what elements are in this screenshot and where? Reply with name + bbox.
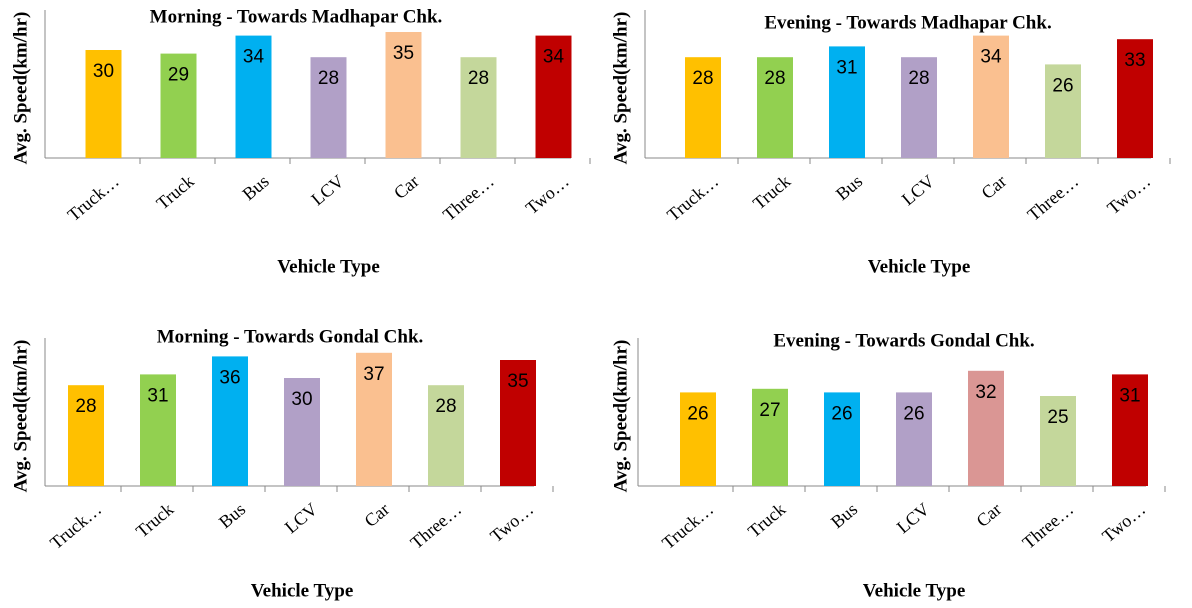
bar [1040,396,1076,486]
bar [752,388,788,486]
x-tick-label: LCV [893,499,933,537]
data-label: 34 [243,47,265,68]
data-label: 26 [831,403,852,424]
x-tick-label: Three… [439,171,498,225]
bar [428,385,464,486]
x-tick-label: LCV [898,171,938,209]
x-tick-label: Truck… [663,171,722,225]
bar [310,57,347,159]
bar [160,53,197,158]
x-tick-label: Car [972,499,1005,531]
data-label: 36 [219,367,240,388]
x-axis-label: Vehicle Type [863,580,966,601]
x-tick-label: Truck [749,171,794,214]
bar [356,352,392,486]
y-axis-label: Avg. Speed(km/hr) [10,340,31,493]
data-label: 31 [1119,385,1140,406]
chart-title: Morning - Towards Gondal Chk. [157,326,424,347]
x-tick-label: Two… [1098,499,1149,546]
x-tick-label: Truck [152,171,197,214]
data-label: 33 [1124,50,1145,71]
data-label: 30 [93,61,114,82]
x-tick-label: Three… [1018,499,1077,553]
data-label: 34 [543,47,565,68]
bar [824,392,860,486]
x-tick-label: Car [977,171,1010,203]
data-label: 31 [836,57,857,78]
bar [896,392,932,486]
x-tick-label: Truck [132,499,177,542]
bar [212,356,248,486]
bar [757,57,793,159]
bar [829,46,865,158]
bar [973,35,1009,158]
data-label: 28 [908,68,929,89]
bar [284,378,320,486]
data-label: 26 [687,403,708,424]
bar [680,392,716,486]
x-tick-label: Car [360,499,393,531]
data-label: 32 [975,382,996,403]
x-tick-label: Two… [1103,171,1154,218]
data-label: 30 [291,389,312,410]
data-label: 25 [1047,407,1068,428]
data-label: 31 [147,385,168,406]
x-tick-label: Truck… [46,499,105,553]
x-tick-label: Bus [832,171,866,204]
data-label: 27 [759,400,780,421]
data-label: 28 [692,68,713,89]
bar [685,57,721,159]
x-tick-label: Two… [486,499,537,546]
x-tick-label: Bus [827,499,861,532]
y-axis-label: Avg. Speed(km/hr) [610,340,631,493]
x-tick-label: Car [390,171,423,203]
x-axis-label: Vehicle Type [251,580,354,601]
bar [85,50,122,158]
data-label: 35 [507,371,528,392]
data-label: 28 [318,68,339,89]
bar [1045,64,1081,158]
x-tick-label: Bus [215,499,249,532]
x-tick-label: Truck… [64,171,123,225]
bar [901,57,937,159]
data-label: 28 [764,68,785,89]
bar [1117,39,1153,159]
bar [68,385,104,486]
y-axis-label: Avg. Speed(km/hr) [10,12,31,165]
bar [968,370,1004,486]
bar [1112,374,1148,486]
x-tick-label: Truck [744,499,789,542]
bar [460,57,497,159]
x-axis-label: Vehicle Type [868,256,971,277]
data-label: 34 [980,47,1002,68]
chart-title: Evening - Towards Gondal Chk. [773,330,1034,351]
data-label: 35 [393,43,414,64]
x-tick-label: Three… [406,499,465,553]
y-axis-label: Avg. Speed(km/hr) [610,12,631,165]
x-axis-label: Vehicle Type [277,256,380,277]
chart-title: Evening - Towards Madhapar Chk. [764,12,1051,33]
x-tick-label: LCV [281,499,321,537]
x-tick-label: Bus [238,171,272,204]
data-label: 28 [468,68,489,89]
bar [140,374,176,486]
data-label: 29 [168,65,189,86]
bar [235,35,272,158]
x-tick-label: Truck… [658,499,717,553]
data-label: 28 [435,396,456,417]
bar [385,32,422,158]
data-label: 37 [363,364,384,385]
bar [500,360,536,486]
chart-title: Morning - Towards Madhapar Chk. [150,6,443,27]
bar [535,35,572,158]
data-label: 26 [1052,75,1073,96]
data-label: 28 [75,396,96,417]
x-tick-label: Three… [1023,171,1082,225]
x-tick-label: Two… [522,171,573,218]
data-label: 26 [903,403,924,424]
x-tick-label: LCV [307,171,347,209]
